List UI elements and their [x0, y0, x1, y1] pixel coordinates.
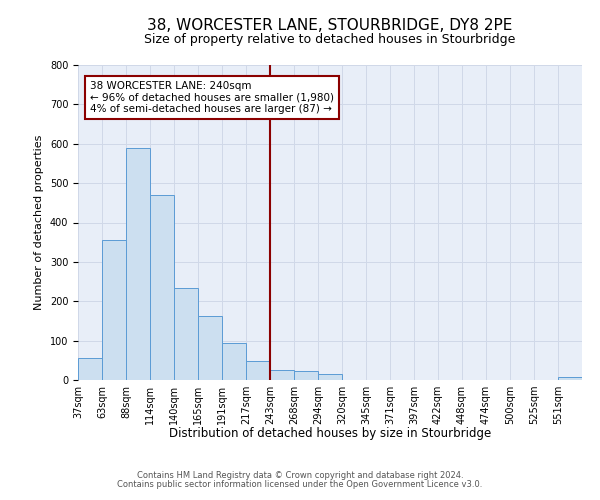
- Bar: [174, 288, 198, 380]
- Bar: [150, 195, 174, 380]
- Text: Contains public sector information licensed under the Open Government Licence v3: Contains public sector information licen…: [118, 480, 482, 489]
- Bar: [126, 148, 150, 380]
- Bar: [318, 374, 342, 380]
- Bar: [102, 240, 126, 380]
- Text: 38 WORCESTER LANE: 240sqm
← 96% of detached houses are smaller (1,980)
4% of sem: 38 WORCESTER LANE: 240sqm ← 96% of detac…: [90, 80, 334, 114]
- Bar: [198, 316, 222, 380]
- Bar: [246, 361, 270, 380]
- Y-axis label: Number of detached properties: Number of detached properties: [34, 135, 44, 310]
- Bar: [270, 370, 294, 380]
- Text: Contains HM Land Registry data © Crown copyright and database right 2024.: Contains HM Land Registry data © Crown c…: [137, 471, 463, 480]
- Bar: [78, 358, 102, 380]
- Bar: [222, 342, 246, 380]
- Text: Size of property relative to detached houses in Stourbridge: Size of property relative to detached ho…: [145, 32, 515, 46]
- Bar: [558, 377, 582, 380]
- Bar: [294, 372, 318, 380]
- X-axis label: Distribution of detached houses by size in Stourbridge: Distribution of detached houses by size …: [169, 427, 491, 440]
- Text: 38, WORCESTER LANE, STOURBRIDGE, DY8 2PE: 38, WORCESTER LANE, STOURBRIDGE, DY8 2PE: [148, 18, 512, 32]
